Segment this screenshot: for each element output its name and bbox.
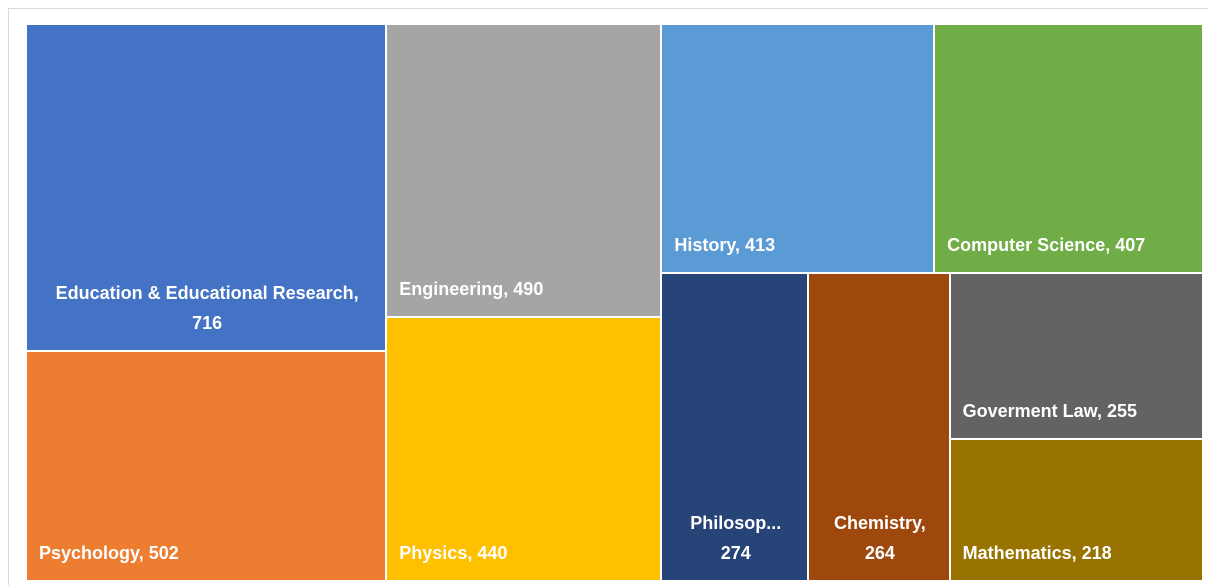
cell-label: Goverment Law, 255 [962, 401, 1137, 422]
treemap-cell: Chemistry, 264 [808, 273, 950, 581]
cell-label: Mathematics, 218 [962, 542, 1112, 563]
treemap-cell: Education & Educational Research, 716 [26, 24, 387, 352]
cell-label: Computer Science, 407 [947, 235, 1146, 256]
cell-label: History, 413 [674, 235, 776, 256]
chart-frame [8, 8, 1208, 585]
cell-label: Engineering, 490 [399, 279, 544, 300]
treemap-cell: Computer Science, 407 [934, 24, 1203, 274]
cell-label: Philosop... 274 [690, 512, 782, 563]
treemap-cell: Psychology, 502 [26, 351, 387, 581]
cell-label: Physics, 440 [399, 542, 508, 563]
treemap-cell: History, 413 [661, 24, 935, 274]
treemap-cell: Mathematics, 218 [949, 439, 1203, 581]
treemap-cell: Engineering, 490 [386, 24, 662, 318]
cell-label: Chemistry, 264 [834, 512, 926, 563]
treemap-cell: Physics, 440 [386, 317, 662, 581]
treemap: Education & Educational Research, 716 Psy… [26, 24, 1203, 581]
treemap-cell: Goverment Law, 255 [949, 273, 1203, 440]
treemap-cell: Philosop... 274 [661, 273, 809, 581]
cell-label: Education & Educational Research, 716 [55, 283, 359, 334]
cell-label: Psychology, 502 [39, 542, 179, 563]
